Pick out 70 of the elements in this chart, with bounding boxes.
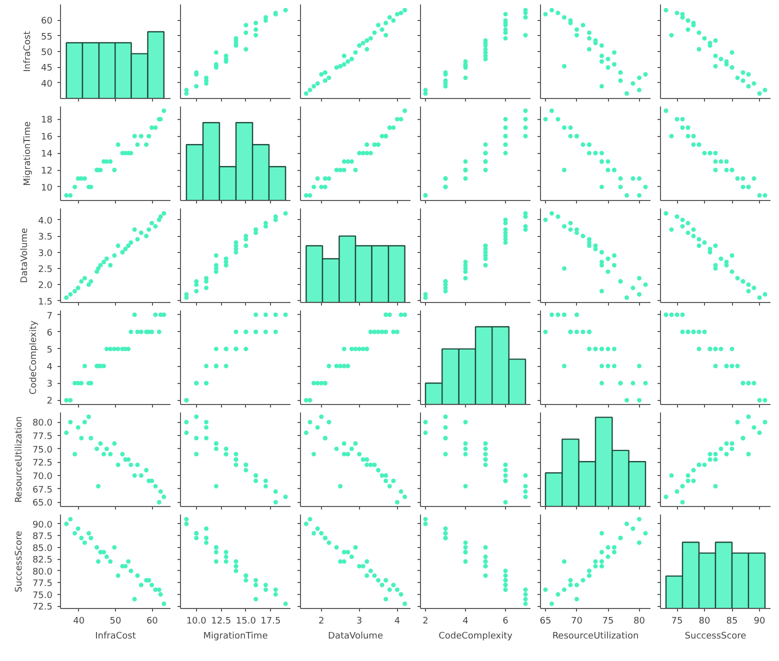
x-tick-label: 17.5 (260, 616, 281, 626)
y-tick-label: 80.0 (32, 418, 53, 429)
y-tick-label: 70.0 (32, 472, 53, 482)
y-tick-label: 2 (46, 396, 53, 407)
x-tick-label: 4 (462, 616, 469, 626)
y-tick-label: 67.5 (32, 485, 53, 496)
y-tick-label: 75.0 (32, 590, 53, 601)
y-tick-label: 16 (41, 132, 53, 143)
x-axis-title: SuccessScore (684, 632, 747, 642)
y-tick-label: 18 (41, 116, 53, 126)
y-axis-title: ResourceUtilization (14, 416, 24, 503)
x-tick-label: 80 (634, 616, 646, 626)
x-tick-label: 80 (698, 616, 710, 626)
x-tick-label: 75 (671, 616, 683, 626)
y-axis-title: InfraCost (23, 30, 34, 72)
y-tick-label: 5 (46, 345, 53, 356)
x-tick-label: 12.5 (211, 616, 232, 626)
y-tick-label: 3 (46, 380, 53, 390)
y-tick-label: 45 (41, 64, 52, 74)
y-tick-label: 14 (41, 150, 53, 160)
x-tick-label: 2 (422, 616, 428, 626)
x-tick-label: 4 (394, 616, 400, 626)
y-tick-label: 4 (46, 362, 53, 373)
y-tick-label: 77.5 (32, 432, 53, 442)
x-tick-label: 90 (754, 616, 766, 626)
y-tick-label: 12 (41, 166, 52, 177)
y-tick-label: 65.0 (32, 498, 53, 509)
y-tick-label: 50 (41, 48, 53, 58)
x-tick-label: 6 (502, 616, 509, 626)
y-tick-label: 3.0 (38, 248, 53, 259)
y-tick-label: 7 (46, 311, 53, 322)
y-tick-label: 82.5 (32, 556, 53, 566)
x-tick-label: 60 (146, 616, 158, 626)
y-axis-title: DataVolume (20, 228, 30, 283)
x-axis-title: ResourceUtilization (552, 632, 639, 642)
y-tick-label: 72.5 (32, 458, 53, 469)
x-tick-label: 2 (318, 616, 324, 626)
y-axis-title: SuccessScore (14, 530, 24, 592)
y-tick-label: 1.5 (38, 297, 53, 308)
x-tick-label: 75 (602, 616, 614, 626)
y-tick-label: 2.0 (38, 281, 53, 292)
x-tick-label: 3 (356, 616, 362, 626)
y-tick-label: 60 (41, 16, 53, 27)
x-tick-label: 70 (571, 616, 583, 626)
y-tick-label: 80.0 (32, 567, 53, 578)
x-axis-title: MigrationTime (203, 632, 268, 642)
x-tick-label: 15.0 (236, 616, 256, 626)
y-axis-title: MigrationTime (23, 120, 34, 186)
y-tick-label: 3.5 (38, 232, 53, 243)
y-tick-label: 55 (41, 32, 52, 42)
y-tick-label: 90.0 (32, 520, 53, 530)
x-axis-title: InfraCost (95, 632, 136, 642)
y-tick-label: 6 (46, 328, 53, 338)
y-tick-label: 40 (41, 79, 53, 90)
y-tick-label: 75.0 (32, 445, 53, 456)
x-tick-label: 40 (73, 616, 85, 626)
y-axis-title: CodeComplexity (28, 320, 39, 394)
x-axis-title: DataVolume (328, 632, 384, 642)
y-tick-label: 87.5 (32, 532, 53, 542)
y-tick-label: 72.5 (32, 602, 53, 613)
x-axis-title: CodeComplexity (438, 632, 514, 642)
y-tick-label: 85.0 (32, 544, 53, 554)
y-tick-label: 77.5 (32, 579, 53, 590)
x-tick-label: 65 (540, 616, 552, 626)
y-tick-label: 2.5 (38, 264, 53, 275)
x-tick-label: 85 (726, 616, 738, 626)
y-tick-label: 4.0 (38, 216, 53, 226)
y-tick-label: 10 (41, 183, 53, 194)
x-tick-label: 10.0 (186, 616, 207, 626)
x-tick-label: 50 (110, 616, 122, 626)
